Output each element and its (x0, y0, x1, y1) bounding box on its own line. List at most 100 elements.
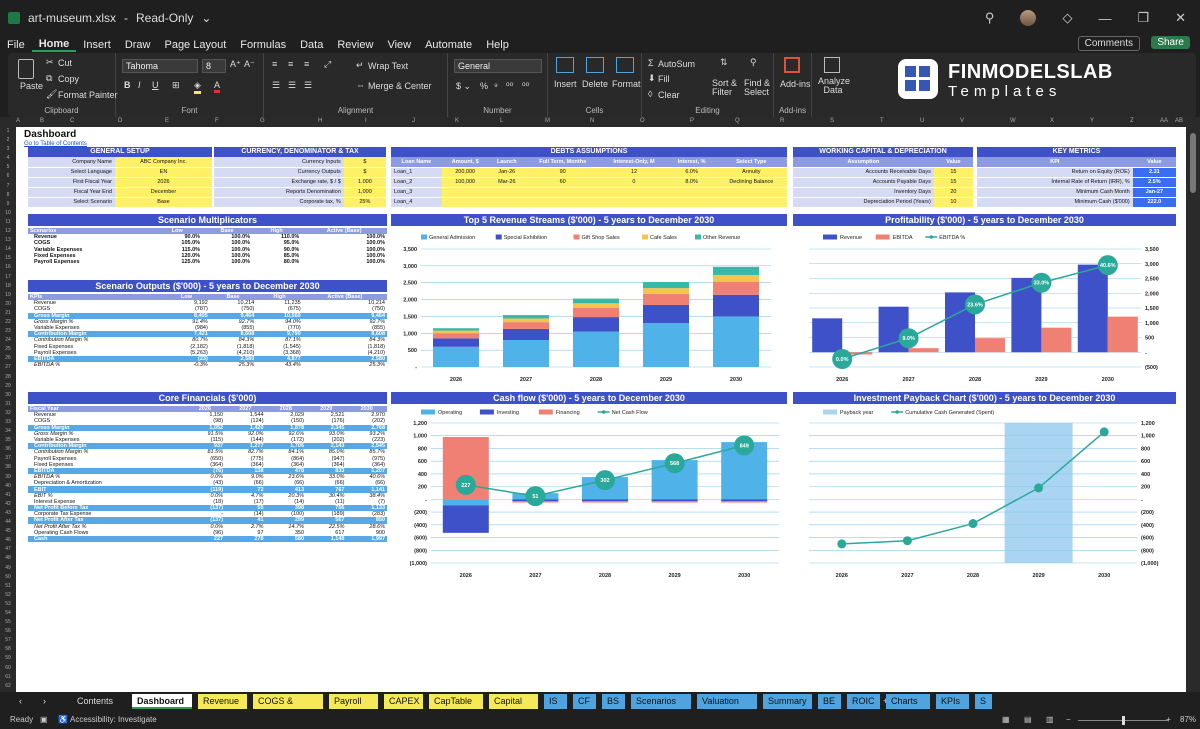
table-cell[interactable]: Accounts Payable Days (793, 177, 934, 188)
table-cell[interactable]: 1,141 (346, 486, 387, 493)
row-header[interactable]: 56 (5, 628, 11, 635)
table-cell[interactable]: Depreciation Period (Years) (793, 197, 934, 208)
table-cell[interactable]: 41 (225, 517, 266, 524)
tab-payroll[interactable]: Payroll (329, 694, 378, 709)
page-break-icon[interactable]: ▥ (1046, 715, 1054, 724)
table-cell[interactable]: (864) (291, 455, 305, 462)
decrease-font-icon[interactable]: A⁻ (244, 59, 255, 69)
table-cell[interactable]: Return on Equity (ROE) (977, 167, 1133, 178)
row-header[interactable]: 39 (5, 473, 11, 480)
restore-icon[interactable]: ❐ (1137, 10, 1150, 25)
table-cell[interactable]: (202) (331, 437, 345, 444)
row-header[interactable]: 51 (5, 582, 11, 589)
table-cell[interactable]: (43) (213, 480, 224, 487)
table-cell[interactable] (488, 187, 525, 198)
row-header[interactable]: 28 (5, 373, 11, 380)
table-cell[interactable]: Minimum Cash ($'000) (977, 197, 1133, 208)
cut-button[interactable]: Cut (58, 58, 73, 68)
row-header[interactable]: 53 (5, 600, 11, 607)
table-cell[interactable]: 97 (257, 529, 264, 536)
table-cell[interactable]: 100.0% (231, 259, 251, 266)
table-cell[interactable]: Fixed Expenses (34, 461, 74, 468)
table-cell[interactable]: Loan_3 (391, 187, 442, 198)
col-header[interactable]: N (590, 118, 595, 124)
table-cell[interactable]: 1,052 (184, 424, 226, 431)
table-cell[interactable] (524, 197, 601, 208)
row-header[interactable]: 54 (5, 609, 11, 616)
table-cell[interactable]: 4,877 (256, 355, 303, 363)
table-cell[interactable]: Payroll Expenses (34, 259, 80, 266)
table-cell[interactable]: (1,545) (283, 343, 301, 350)
table-cell[interactable]: 115.0% (181, 246, 201, 253)
minimize-icon[interactable]: — (1098, 10, 1112, 26)
table-cell[interactable]: 200,000 (441, 167, 489, 178)
analyze-icon[interactable] (824, 57, 840, 73)
row-header[interactable]: 45 (5, 528, 11, 535)
table-cell[interactable]: 22.5% (328, 523, 345, 530)
format-painter-button[interactable]: Format Painter (58, 90, 118, 100)
col-header[interactable]: B (40, 118, 45, 124)
table-cell[interactable]: (675) (287, 306, 301, 313)
table-cell[interactable]: (787) (194, 306, 208, 313)
delete-cells-button[interactable]: Delete (582, 79, 609, 89)
table-cell[interactable]: (2,182) (190, 343, 208, 350)
table-cell[interactable]: 9.0% (251, 474, 264, 481)
table-cell[interactable]: 617 (335, 529, 345, 536)
table-cell[interactable]: $ (343, 157, 386, 168)
clear-button[interactable]: Clear (658, 90, 680, 100)
row-header[interactable]: 46 (5, 537, 11, 544)
table-cell[interactable]: Contribution Margin (28, 331, 164, 338)
table-cell[interactable]: (17) (253, 498, 264, 505)
table-cell[interactable]: 1,878 (265, 424, 307, 431)
table-cell[interactable]: -0.3% (193, 362, 208, 369)
row-header[interactable]: 11 (5, 218, 11, 225)
table-cell[interactable]: 125.0% (181, 259, 201, 266)
table-cell[interactable] (524, 187, 601, 198)
row-header[interactable]: 47 (5, 546, 11, 553)
row-header[interactable]: 41 (5, 491, 11, 498)
tab-scroll-left-icon[interactable]: ‹ (19, 696, 22, 706)
table-cell[interactable] (488, 197, 525, 208)
table-cell[interactable]: Revenue (34, 300, 57, 307)
table-cell[interactable]: (66) (334, 480, 345, 487)
table-cell[interactable]: (984) (194, 325, 208, 332)
row-header[interactable]: 3 (6, 146, 10, 153)
row-header[interactable]: 33 (5, 419, 11, 425)
tab-be[interactable]: BE (818, 694, 841, 709)
table-cell[interactable]: 43.4% (285, 362, 301, 369)
comments-button[interactable]: Comments (1077, 36, 1140, 51)
table-cell[interactable]: 92.0% (247, 430, 264, 437)
row-header[interactable]: 58 (5, 646, 11, 653)
table-cell[interactable]: 1,150 (209, 412, 224, 419)
table-cell[interactable]: 100.0% (231, 252, 251, 259)
tab-scenarios[interactable]: Scenarios (631, 694, 691, 709)
table-cell[interactable]: 82.7% (247, 449, 264, 456)
table-cell[interactable]: 100.0% (231, 240, 251, 247)
vertical-scrollbar[interactable] (1186, 127, 1200, 692)
italic-icon[interactable]: I (138, 80, 141, 90)
col-header[interactable]: M (545, 118, 550, 124)
table-cell[interactable]: 25.3% (369, 362, 385, 369)
col-header[interactable]: O (640, 118, 645, 124)
col-header[interactable]: Z (1130, 118, 1134, 124)
table-cell[interactable]: 2,768 (346, 424, 387, 431)
table-cell[interactable]: Gross Margin (28, 312, 164, 319)
menu-data[interactable]: Data (300, 38, 324, 51)
table-cell[interactable]: Contribution Margin % (34, 337, 89, 344)
table-cell[interactable]: Variable Expenses (34, 246, 83, 253)
table-cell[interactable]: 2,545 (346, 443, 387, 450)
row-header[interactable]: 12 (5, 228, 11, 235)
table-cell[interactable]: (150) (291, 418, 305, 425)
table-cell[interactable]: 398 (265, 505, 307, 512)
tab-roic[interactable]: ROIC (847, 694, 880, 709)
table-cell[interactable]: COGS (34, 306, 51, 313)
table-cell[interactable]: 278 (225, 535, 266, 543)
font-name-select[interactable]: Tahoma (122, 59, 198, 73)
table-cell[interactable]: (855) (241, 325, 255, 332)
accessibility-icon[interactable]: ♿ (58, 715, 68, 724)
table-cell[interactable]: (1,818) (236, 343, 255, 350)
table-cell[interactable]: (7) (378, 498, 385, 505)
table-cell[interactable]: 1,997 (346, 535, 387, 543)
tab-charts[interactable]: Charts (886, 694, 930, 709)
tab-valuation[interactable]: Valuation (697, 694, 757, 709)
